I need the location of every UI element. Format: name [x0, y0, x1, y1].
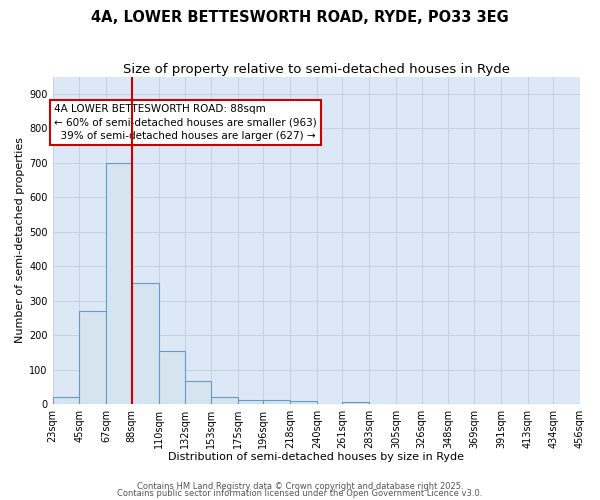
Bar	[79, 311, 106, 404]
Bar	[132, 284, 158, 404]
Bar	[290, 402, 317, 404]
Bar	[53, 397, 79, 404]
Title: Size of property relative to semi-detached houses in Ryde: Size of property relative to semi-detach…	[123, 62, 510, 76]
Text: 4A, LOWER BETTESWORTH ROAD, RYDE, PO33 3EG: 4A, LOWER BETTESWORTH ROAD, RYDE, PO33 3…	[91, 10, 509, 25]
Text: 4A LOWER BETTESWORTH ROAD: 88sqm
← 60% of semi-detached houses are smaller (963): 4A LOWER BETTESWORTH ROAD: 88sqm ← 60% o…	[54, 104, 316, 141]
Bar	[158, 350, 185, 404]
Text: Contains HM Land Registry data © Crown copyright and database right 2025.: Contains HM Land Registry data © Crown c…	[137, 482, 463, 491]
Bar	[238, 400, 263, 404]
Y-axis label: Number of semi-detached properties: Number of semi-detached properties	[15, 138, 25, 344]
Bar	[343, 402, 369, 404]
Bar	[263, 400, 290, 404]
Bar	[211, 396, 238, 404]
Bar	[106, 163, 132, 404]
Bar	[185, 380, 211, 404]
X-axis label: Distribution of semi-detached houses by size in Ryde: Distribution of semi-detached houses by …	[168, 452, 464, 462]
Text: Contains public sector information licensed under the Open Government Licence v3: Contains public sector information licen…	[118, 488, 482, 498]
